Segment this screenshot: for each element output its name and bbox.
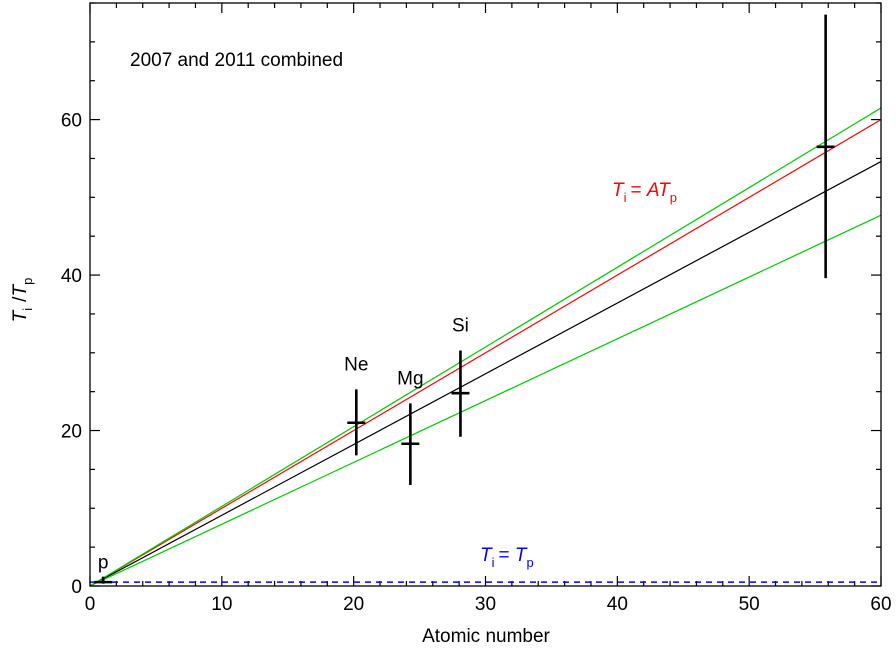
- y-tick-label: 20: [61, 422, 82, 443]
- y-tick-label: 0: [71, 577, 82, 598]
- fit-line-2: [89, 107, 882, 587]
- reference-line-label: Ti = Tp: [480, 545, 534, 570]
- fit-lines: [89, 107, 882, 587]
- x-axis-title: Atomic number: [422, 626, 550, 647]
- x-tick-label: 60: [870, 594, 891, 615]
- x-tick-label: 0: [85, 594, 96, 615]
- x-tick-label: 50: [739, 594, 760, 615]
- point-label-si: Si: [452, 315, 469, 336]
- y-tick-label: 40: [61, 266, 82, 287]
- data-points: p Ne Mg Si Fe: [94, 0, 835, 584]
- point-label-fe: Fe: [789, 0, 811, 1]
- y-axis-title: Ti/Tp: [10, 278, 35, 323]
- plot-frame: [89, 2, 882, 587]
- x-tick-label: 40: [607, 594, 628, 615]
- fit-line-3: [89, 214, 882, 587]
- x-tick-label: 20: [343, 594, 364, 615]
- fit-line-1: [89, 161, 882, 587]
- x-tick-label: 30: [475, 594, 496, 615]
- x-tick-label: 10: [211, 594, 232, 615]
- axis-ticks: 0 10 20 30 40 50 60 0 20 40 60: [61, 2, 892, 615]
- annotation-label: 2007 and 2011 combined: [130, 50, 343, 71]
- y-tick-label: 60: [61, 111, 82, 132]
- fit-line-0: [89, 119, 882, 587]
- red-line-label: Ti = ATp: [612, 180, 677, 205]
- point-label-ne: Ne: [344, 354, 368, 375]
- point-label-p: p: [98, 553, 109, 574]
- point-label-mg: Mg: [397, 368, 423, 389]
